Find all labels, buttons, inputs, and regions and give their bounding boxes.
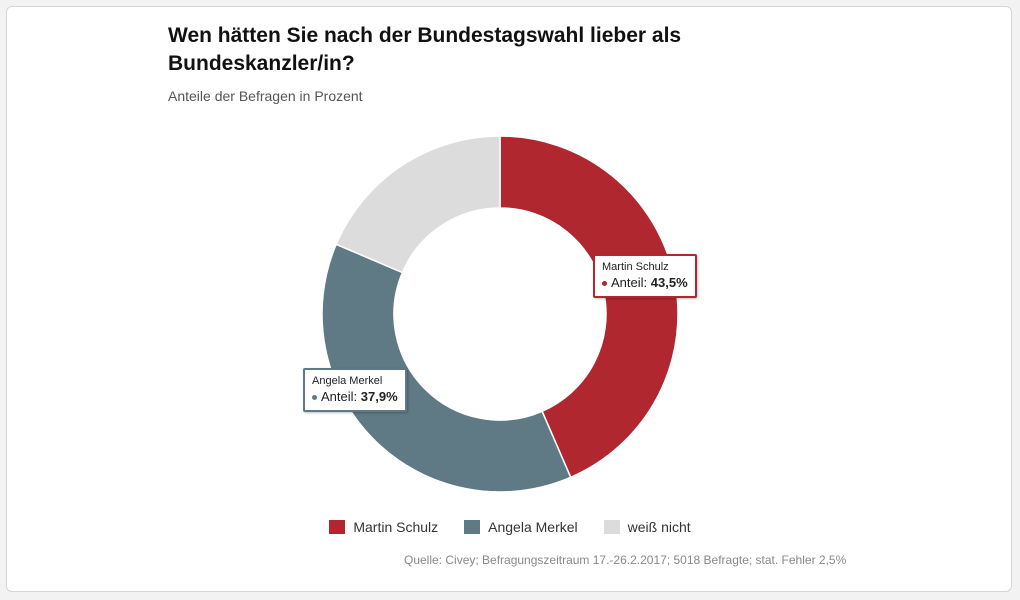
chart-card — [6, 6, 1012, 592]
tooltip-label: Anteil: — [611, 275, 648, 290]
donut-slice-wei-nicht[interactable] — [335, 135, 501, 274]
donut-slice-martin-schulz[interactable] — [499, 135, 679, 479]
legend-swatch — [464, 520, 481, 534]
tooltip-angela-merkel: Angela Merkel Anteil: 37,9% — [303, 368, 407, 412]
tooltip-dot-icon — [312, 395, 317, 401]
legend-item-angela-merkel[interactable]: Angela Merkel — [464, 519, 578, 535]
chart-subtitle: Anteile der Befragen in Prozent — [168, 88, 363, 104]
legend-label: Martin Schulz — [353, 519, 439, 535]
tooltip-martin-schulz: Martin Schulz Anteil: 43,5% — [593, 254, 697, 298]
legend-label: weiß nicht — [627, 519, 691, 535]
tooltip-label: Anteil: — [321, 389, 358, 404]
chart-legend: Martin Schulz Angela Merkel weiß nicht — [0, 519, 1020, 535]
tooltip-name: Angela Merkel — [312, 375, 383, 387]
legend-label: Angela Merkel — [488, 519, 578, 535]
legend-swatch — [603, 520, 620, 534]
donut-slice-angela-merkel[interactable] — [321, 243, 572, 493]
legend-swatch — [329, 520, 346, 534]
tooltip-dot-icon — [602, 281, 607, 287]
legend-item-martin-schulz[interactable]: Martin Schulz — [329, 519, 438, 535]
chart-title: Wen hätten Sie nach der Bundestagswahl l… — [168, 24, 682, 75]
legend-item-weiss-nicht[interactable]: weiß nicht — [603, 519, 691, 535]
tooltip-value: 37,9% — [360, 389, 398, 404]
tooltip-name: Martin Schulz — [602, 261, 669, 273]
source-note: Quelle: Civey; Befragungszeitraum 17.-26… — [404, 553, 847, 567]
tooltip-value: 43,5% — [650, 275, 688, 290]
